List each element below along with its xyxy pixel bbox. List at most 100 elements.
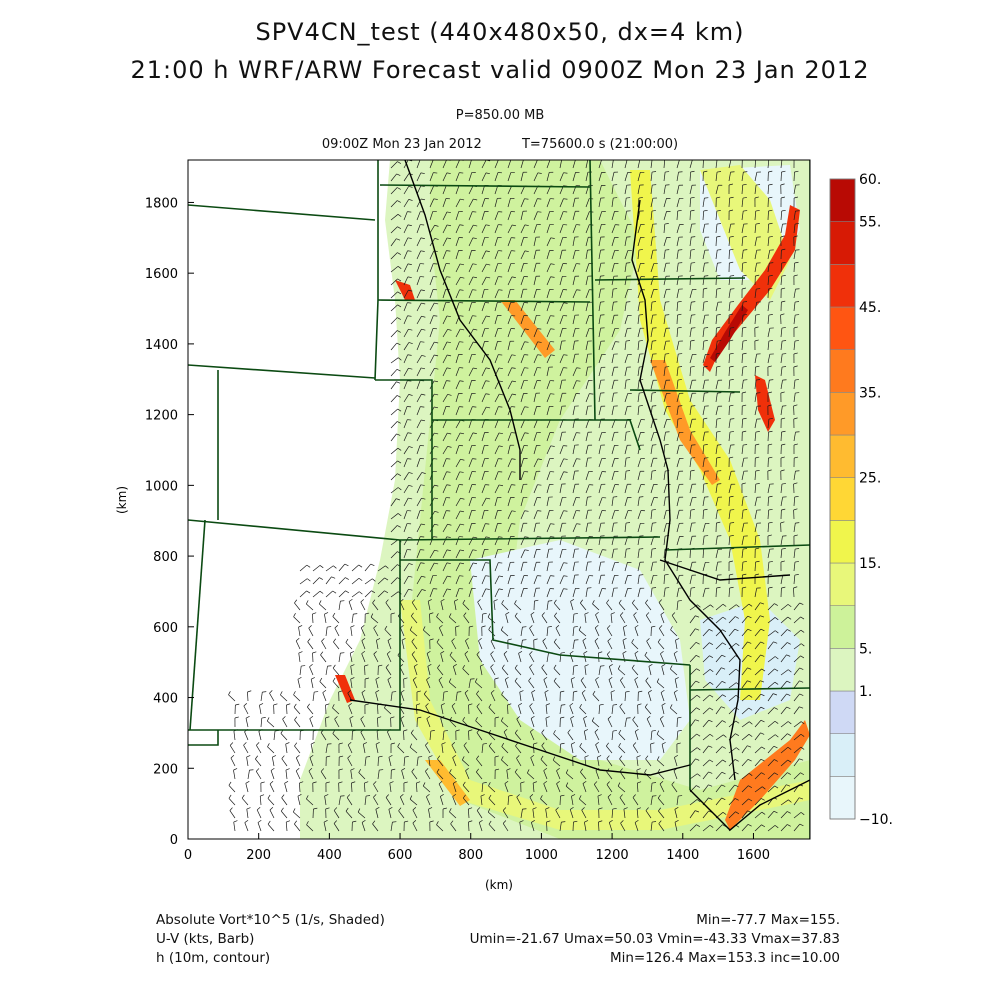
wind-barb-staff (689, 263, 692, 273)
wind-barb-staff (611, 588, 615, 598)
wind-barb-staff (637, 458, 642, 468)
wind-barb-flag (729, 456, 734, 459)
wind-barb-staff (533, 497, 538, 507)
wind-barb-staff (376, 717, 379, 728)
wind-barb-staff (650, 172, 653, 182)
wind-barb-staff (306, 798, 314, 806)
wind-barb-flag (696, 785, 700, 788)
wind-barb-flag (407, 276, 412, 278)
wind-barb-flag (397, 291, 402, 295)
wind-barb-staff (529, 628, 535, 637)
wind-barb-staff (295, 770, 301, 780)
wind-barb-staff (507, 471, 512, 481)
wind-barb-flag (389, 781, 394, 784)
wind-barb-staff (793, 616, 801, 624)
wind-barb-staff (702, 263, 705, 273)
wind-barb-staff (689, 354, 693, 364)
wind-barb-staff (572, 367, 577, 377)
wind-barb-staff (595, 614, 600, 624)
wind-barb-staff (658, 823, 665, 832)
wind-barb-staff (520, 497, 524, 507)
wind-barb-staff (715, 629, 723, 637)
wind-barb-flag (657, 756, 660, 761)
wind-barb-staff (572, 575, 576, 585)
wind-barb-flag (703, 209, 708, 212)
wind-barb-staff (671, 784, 678, 793)
wind-barb-flag (703, 340, 708, 342)
wind-barb-staff (632, 745, 639, 754)
wind-barb-flag (716, 521, 721, 524)
wind-barb-staff (767, 825, 776, 832)
wind-barb-staff (728, 419, 731, 429)
wind-barb-flag (270, 767, 275, 771)
wind-barb-staff (650, 588, 653, 598)
wind-barb-staff (452, 796, 457, 806)
wind-barb-staff (385, 667, 392, 676)
wind-barb-flag (520, 781, 525, 784)
wind-barb-staff (390, 161, 398, 169)
wind-barb-flag (781, 417, 786, 420)
wind-barb-flag (428, 807, 433, 810)
wind-barb-staff (585, 380, 589, 390)
wind-barb-flag (747, 628, 752, 632)
wind-barb-flag (563, 354, 568, 356)
wind-barb-staff (728, 668, 737, 676)
wind-barb-staff (416, 432, 422, 442)
wind-barb-staff (767, 707, 775, 715)
wind-barb-staff (741, 380, 744, 390)
wind-barb-flag (434, 562, 439, 565)
wind-barb-staff (754, 798, 762, 806)
wind-barb-flag (755, 223, 760, 225)
wind-barb-staff (611, 809, 614, 819)
wind-barb-staff (689, 655, 697, 663)
wind-barb-flag (773, 810, 778, 814)
wind-barb-staff (294, 745, 301, 754)
wind-barb-flag (756, 158, 760, 159)
wind-barb-flag (408, 472, 413, 474)
wind-barb-staff (702, 536, 705, 546)
wind-barb-staff (455, 562, 461, 572)
wind-barb-staff (741, 263, 744, 273)
wind-barb-flag (781, 248, 786, 251)
wind-barb-flag (794, 158, 798, 159)
wind-barb-staff (793, 497, 796, 507)
wind-barb-staff (663, 380, 667, 390)
wind-barb-staff (676, 445, 680, 455)
wind-barb-flag (578, 626, 582, 631)
wind-barb-flag (348, 702, 352, 706)
wind-barb-staff (715, 824, 723, 832)
wind-barb-staff (376, 640, 379, 650)
wind-barb-staff (507, 302, 511, 312)
wind-barb-flag (493, 599, 498, 602)
wind-barb-flag (364, 703, 369, 706)
wind-barb-staff (309, 666, 314, 676)
wind-barb-staff (506, 770, 509, 780)
wind-barb-flag (716, 235, 721, 238)
wind-barb-flag (421, 419, 426, 422)
wind-barb-flag (486, 406, 491, 409)
wind-barb-staff (611, 380, 615, 390)
wind-barb-staff (728, 510, 731, 520)
wind-barb-staff (416, 329, 422, 338)
wind-barb-flag (397, 330, 401, 333)
wind-barb-flag (514, 612, 518, 617)
wind-barb-flag (781, 327, 786, 329)
wind-barb-flag (742, 236, 747, 238)
wind-barb-flag (412, 820, 417, 824)
wind-barb-flag (696, 694, 701, 698)
wind-barb-flag (710, 604, 714, 608)
wind-barb-staff (608, 666, 613, 676)
wind-barb-flag (787, 604, 792, 608)
y-tick-label: 600 (153, 621, 178, 636)
wind-barb-staff (702, 366, 704, 377)
wind-barb-staff (372, 602, 379, 611)
wind-barb-flag (503, 651, 508, 655)
wind-barb-staff (598, 224, 602, 234)
wind-barb-staff (594, 640, 600, 650)
wind-barb-flag (793, 443, 798, 446)
wind-barb-flag (434, 523, 439, 526)
wind-barb-staff (377, 590, 385, 598)
wind-barb-flag (332, 664, 336, 669)
wind-barb-staff (463, 615, 470, 624)
wind-barb-staff (533, 250, 537, 260)
